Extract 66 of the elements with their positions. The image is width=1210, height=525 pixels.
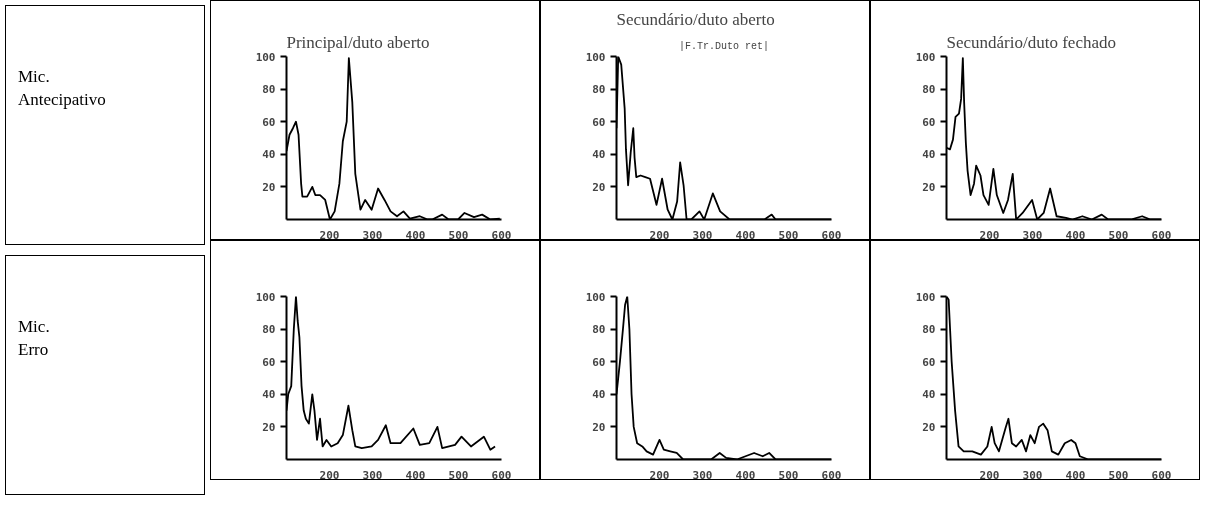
x-tick-label: 500 xyxy=(448,468,469,482)
y-tick-label: 60 xyxy=(592,355,606,369)
x-tick-label: 500 xyxy=(778,228,799,242)
y-tick-label: 60 xyxy=(922,115,936,129)
x-tick-label: 600 xyxy=(1151,228,1172,242)
x-tick-label: 200 xyxy=(319,468,340,482)
y-tick-label: 20 xyxy=(592,420,606,434)
x-tick-label: 500 xyxy=(448,228,469,242)
x-tick-label: 500 xyxy=(778,468,799,482)
x-tick-label: 200 xyxy=(979,468,1000,482)
chart-title: Secundário/duto aberto xyxy=(616,9,775,29)
x-tick-label: 300 xyxy=(1022,228,1043,242)
x-tick-label: 200 xyxy=(979,228,1000,242)
y-tick-label: 80 xyxy=(922,83,936,97)
x-tick-label: 400 xyxy=(1065,468,1086,482)
y-tick-label: 20 xyxy=(262,180,276,194)
y-tick-label: 40 xyxy=(262,148,276,162)
x-tick-label: 400 xyxy=(1065,228,1086,242)
y-tick-label: 60 xyxy=(922,355,936,369)
x-tick-label: 600 xyxy=(1151,468,1172,482)
chart-subtitle: |F.Tr.Duto ret| xyxy=(678,40,770,52)
y-tick-label: 100 xyxy=(255,50,276,64)
x-tick-label: 400 xyxy=(405,468,426,482)
y-tick-label: 40 xyxy=(592,148,606,162)
y-tick-label: 80 xyxy=(592,83,606,97)
y-tick-label: 100 xyxy=(915,290,936,304)
x-tick-label: 200 xyxy=(319,228,340,242)
y-tick-label: 80 xyxy=(592,323,606,337)
y-tick-label: 40 xyxy=(262,388,276,402)
y-tick-label: 80 xyxy=(262,83,276,97)
x-tick-label: 300 xyxy=(362,228,383,242)
y-tick-label: 100 xyxy=(585,290,606,304)
y-tick-label: 20 xyxy=(592,180,606,194)
y-tick-label: 40 xyxy=(922,148,936,162)
y-tick-label: 20 xyxy=(922,180,936,194)
x-tick-label: 400 xyxy=(405,228,426,242)
y-tick-label: 60 xyxy=(262,115,276,129)
x-tick-label: 500 xyxy=(1108,228,1129,242)
y-tick-label: 100 xyxy=(585,50,606,64)
chart-title: Principal/duto aberto xyxy=(286,32,430,52)
x-tick-label: 300 xyxy=(362,468,383,482)
x-tick-label: 600 xyxy=(491,228,512,242)
x-tick-label: 300 xyxy=(1022,468,1043,482)
x-tick-label: 600 xyxy=(491,468,512,482)
y-tick-label: 100 xyxy=(915,50,936,64)
x-tick-label: 500 xyxy=(1108,468,1129,482)
y-tick-label: 40 xyxy=(922,388,936,402)
x-tick-label: 400 xyxy=(735,228,756,242)
y-tick-label: 80 xyxy=(922,323,936,337)
y-tick-label: 100 xyxy=(255,290,276,304)
x-tick-label: 600 xyxy=(821,468,842,482)
x-tick-label: 300 xyxy=(692,468,713,482)
x-tick-label: 200 xyxy=(649,468,670,482)
y-tick-label: 60 xyxy=(592,115,606,129)
x-tick-label: 400 xyxy=(735,468,756,482)
x-tick-label: 200 xyxy=(649,228,670,242)
y-axis-title: Mic. Erro xyxy=(18,316,50,361)
y-tick-label: 40 xyxy=(592,388,606,402)
y-tick-label: 60 xyxy=(262,355,276,369)
y-tick-label: 80 xyxy=(262,323,276,337)
y-tick-label: 20 xyxy=(262,420,276,434)
y-tick-label: 20 xyxy=(922,420,936,434)
x-tick-label: 600 xyxy=(821,228,842,242)
y-axis-title: Mic. Antecipativo xyxy=(18,66,106,111)
x-tick-label: 300 xyxy=(692,228,713,242)
chart-title: Secundário/duto fechado xyxy=(946,32,1116,52)
